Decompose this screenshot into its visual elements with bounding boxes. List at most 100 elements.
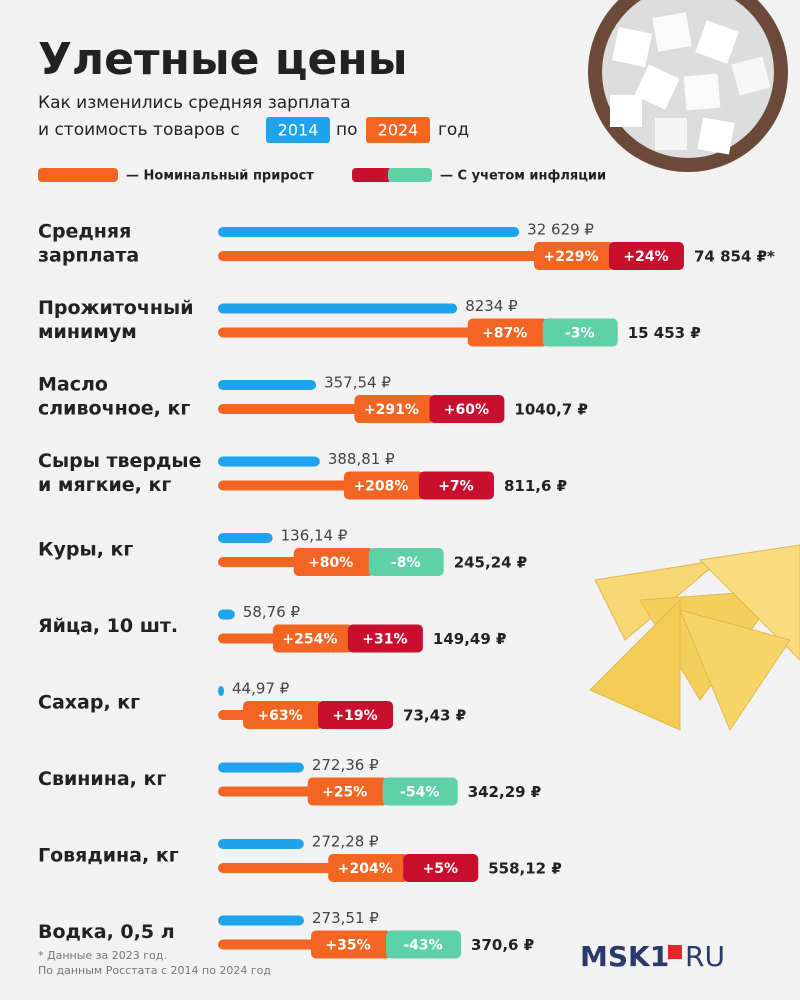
price-2014: 272,36 ₽	[312, 756, 379, 774]
nominal-badge	[354, 395, 435, 423]
row-label: и мягкие, кг	[38, 474, 171, 496]
real-badge	[418, 471, 494, 500]
row-label: Водка, 0,5 л	[38, 921, 175, 943]
bar-2014	[218, 456, 320, 467]
row-label: минимум	[38, 321, 137, 343]
bar-2024	[218, 939, 318, 950]
nominal-label: +80%	[308, 555, 353, 571]
price-2024: 73,43 ₽	[403, 707, 466, 725]
cheese-image	[589, 544, 800, 732]
legend-swatch	[352, 168, 392, 182]
price-2014: 8234 ₽	[465, 297, 518, 315]
row-label: Сахар, кг	[38, 692, 140, 714]
bar-2014	[218, 686, 224, 696]
nominal-badge	[467, 318, 548, 347]
bar-2024	[218, 710, 250, 720]
price-2014: 388,81 ₽	[328, 450, 395, 468]
nominal-badge	[243, 701, 324, 729]
real-label: +24%	[623, 249, 668, 265]
legend-label: — Номинальный прирост	[126, 169, 314, 184]
price-2024: 811,6 ₽	[504, 477, 567, 495]
real-label: +31%	[362, 632, 407, 648]
real-label: +60%	[444, 402, 489, 418]
subtitle: Как изменились средняя зарплата	[38, 93, 351, 113]
real-label: -8%	[391, 555, 421, 571]
price-2014: 357,54 ₽	[324, 374, 391, 392]
nominal-badge	[311, 930, 392, 959]
nominal-label: +25%	[322, 785, 367, 801]
price-2024: 245,24 ₽	[454, 554, 528, 572]
real-badge	[403, 854, 479, 882]
row-label: Говядина, кг	[38, 845, 179, 867]
nominal-label: +291%	[364, 402, 419, 418]
row-label: Средняя	[38, 221, 131, 243]
bar-2014	[218, 227, 520, 237]
price-2014: 136,14 ₽	[281, 527, 348, 545]
real-badge	[542, 318, 618, 347]
price-2024: 74 854 ₽*	[694, 248, 775, 266]
row-label: Свинина, кг	[38, 768, 166, 790]
price-2014: 44,97 ₽	[232, 680, 290, 698]
legend-swatch	[38, 168, 118, 182]
row-label: Масло	[38, 374, 108, 396]
row-label: сливочное, кг	[38, 398, 190, 420]
bar-2024	[218, 404, 361, 414]
real-label: +7%	[438, 479, 474, 495]
price-2024: 558,12 ₽	[488, 860, 562, 878]
nominal-label: +208%	[353, 479, 408, 495]
legend-label: — С учетом инфляции	[440, 169, 606, 184]
real-badge	[318, 701, 394, 729]
nominal-label: +204%	[338, 861, 393, 877]
nominal-label: +87%	[482, 326, 527, 342]
real-badge	[429, 395, 505, 423]
subtitle: год	[438, 120, 469, 140]
bar-2014	[218, 533, 273, 543]
price-2014: 273,51 ₽	[312, 909, 379, 927]
year-box	[266, 117, 330, 143]
real-label: -43%	[403, 938, 442, 954]
source: По данным Росстата с 2014 по 2024 год	[38, 964, 271, 977]
sugar-image	[588, 0, 788, 172]
row-label: Куры, кг	[38, 539, 133, 561]
nominal-badge	[343, 471, 424, 500]
nominal-label: +254%	[282, 632, 337, 648]
bar-2024	[218, 251, 540, 261]
real-badge	[386, 930, 462, 959]
row-label: Сыры твердые	[38, 450, 201, 472]
bar-2014	[218, 380, 317, 390]
legend-swatch	[388, 168, 432, 182]
price-2014: 58,76 ₽	[243, 603, 301, 621]
row-label: Прожиточный	[38, 297, 194, 319]
real-label: +5%	[422, 861, 458, 877]
price-2024: 342,29 ₽	[468, 783, 542, 801]
nominal-badge	[293, 548, 374, 576]
bar-2014	[218, 762, 304, 773]
nominal-badge	[328, 854, 409, 882]
bar-2024	[218, 863, 335, 873]
logo-mark	[668, 945, 682, 959]
bar-2024	[218, 786, 314, 797]
bar-2014	[218, 609, 235, 620]
year-box	[366, 117, 430, 143]
real-badge	[368, 548, 444, 576]
nominal-label: +229%	[543, 249, 598, 265]
bar-2024	[218, 480, 350, 491]
real-badge	[608, 242, 684, 270]
real-badge	[382, 777, 458, 806]
footnote: * Данные за 2023 год.	[38, 949, 167, 962]
bar-2014	[218, 839, 304, 849]
title: Улетные цены	[38, 34, 408, 85]
real-label: -54%	[400, 785, 439, 801]
subtitle: и стоимость товаров с	[38, 120, 240, 140]
year-to: 2024	[378, 121, 419, 140]
price-2024: 15 453 ₽	[628, 324, 701, 342]
price-2014: 272,28 ₽	[312, 833, 379, 851]
bar-2014	[218, 915, 305, 926]
bar-2024	[218, 633, 279, 644]
logo: MSK1	[580, 940, 669, 973]
nominal-badge	[533, 242, 614, 270]
subtitle: по	[336, 120, 358, 140]
price-2024: 149,49 ₽	[433, 630, 507, 648]
